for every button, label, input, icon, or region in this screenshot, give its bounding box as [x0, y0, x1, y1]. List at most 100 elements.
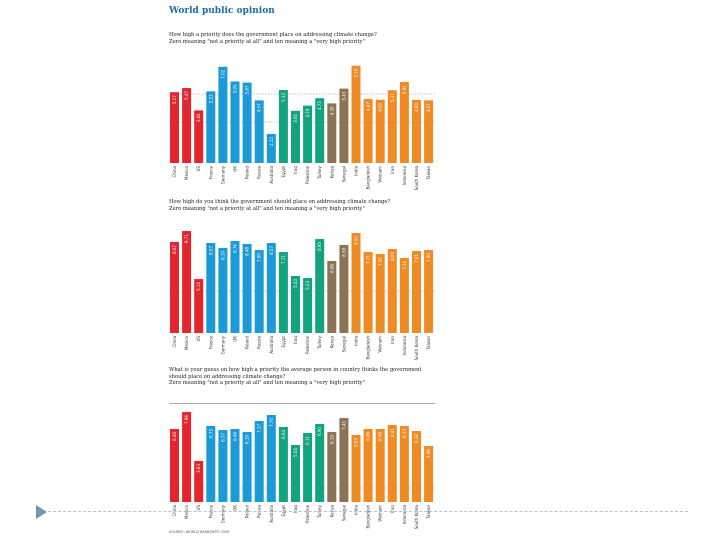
data-label: 8.67 [172, 245, 177, 254]
bar-mexico [182, 88, 192, 163]
category-label: Bangladesh [366, 166, 371, 190]
chart-1-title: How high a priority does the government … [169, 32, 377, 38]
data-label: 6.46 [172, 432, 177, 441]
category-label: Iraq [293, 505, 298, 513]
category-label: Bangladesh [366, 336, 371, 360]
category-label: India [354, 335, 359, 345]
data-label: 4.60 [414, 103, 419, 112]
bar-australia [266, 133, 276, 163]
bar-india [351, 65, 361, 163]
data-label: 5.23 [208, 94, 213, 103]
category-label: Australia [269, 165, 274, 183]
bar-south-korea [412, 99, 421, 163]
category-label: China [172, 165, 177, 177]
bar-senegal [339, 418, 349, 502]
bar-palestine [303, 277, 313, 333]
data-label: 9.71 [184, 234, 189, 243]
data-label: 4.57 [426, 103, 431, 112]
data-label: 6.86 [329, 264, 334, 273]
bar-vietnam [375, 254, 385, 333]
data-label: 4.35 [329, 106, 334, 115]
data-label: 8.76 [233, 244, 238, 253]
category-label: Mexico [184, 165, 189, 180]
slide-bullet-triangle-icon [36, 505, 47, 519]
chart-2-title: How high do you think the government sho… [169, 199, 391, 205]
data-label: 6.64 [281, 430, 286, 439]
bar-france [206, 91, 216, 163]
bar-vietnam [375, 429, 385, 502]
data-label: 2.12 [269, 137, 274, 146]
data-label: 6.28 [414, 434, 419, 443]
category-label: Senegal [341, 505, 346, 521]
data-label: 9.52 [354, 236, 359, 245]
data-label: 4.57 [257, 103, 262, 112]
bar-iraq [291, 275, 300, 333]
bar-senegal [339, 88, 349, 163]
data-label: 3.63 [196, 464, 201, 473]
chart-1-subtitle: Zero meaning "not a priority at all" and… [169, 38, 365, 45]
bar-china [170, 429, 179, 502]
data-label: 7.70 [269, 418, 274, 427]
category-label: Bangladesh [366, 505, 371, 529]
category-label: Indonesia [402, 165, 407, 185]
data-label: 7.14 [402, 261, 407, 270]
bar-germany [218, 247, 228, 333]
data-label: 4.96 [426, 448, 431, 457]
category-label: Germany [220, 165, 225, 184]
data-label: 6.37 [220, 433, 225, 442]
bar-mexico [182, 412, 192, 502]
data-label: 8.38 [341, 248, 346, 257]
category-label: US [196, 505, 201, 511]
category-label: Senegal [341, 166, 346, 182]
category-label: China [172, 335, 177, 347]
data-label: 8.95 [317, 242, 322, 251]
category-label: Russia [257, 335, 262, 348]
bar-poland [242, 82, 252, 163]
data-label: 5.91 [402, 85, 407, 94]
bar-india [351, 233, 361, 333]
category-label: Vietnam [378, 505, 383, 522]
category-label: Australia [269, 504, 274, 522]
data-label: 7.17 [257, 424, 262, 433]
page-heading: World public opinion [169, 6, 275, 16]
category-label: South Korea [414, 504, 419, 529]
bar-uk [230, 241, 240, 333]
bar-kenya [327, 432, 337, 502]
category-label: Iran [390, 336, 395, 344]
data-label: 4.73 [317, 101, 322, 110]
category-label: Vietnam [378, 166, 383, 183]
category-label: Germany [220, 504, 225, 523]
bar-uk [230, 429, 240, 502]
bar-us [194, 279, 204, 333]
category-label: China [172, 504, 177, 516]
bar-bangladesh [363, 429, 373, 502]
bar-taiwan [424, 445, 434, 502]
category-label: Indonesia [402, 335, 407, 355]
data-label: 4.67 [366, 102, 371, 111]
data-label: 5.14 [196, 282, 201, 291]
bar-iraq [291, 445, 300, 502]
chart-2-question: How high do you think the government sho… [169, 199, 439, 212]
category-label: Iran [390, 166, 395, 174]
data-label: 8.10 [220, 250, 225, 259]
bar-turkey [315, 424, 325, 502]
bar-turkey [315, 239, 325, 333]
bar-turkey [315, 98, 325, 163]
chart-1: 5.17 China 5.47 Mexico 3.84 US 5.23 France 7.02 G… [169, 65, 435, 190]
chart-3-divider [169, 403, 435, 404]
bar-taiwan [424, 250, 434, 333]
category-label: Palestine [305, 335, 310, 354]
data-label: 6.46 [366, 432, 371, 441]
bar-taiwan [424, 100, 434, 163]
category-label: Kenya [329, 504, 334, 517]
category-label: Iran [390, 505, 395, 513]
data-label: 6.90 [317, 427, 322, 436]
bar-south-korea [412, 250, 421, 333]
bar-indonesia [399, 258, 409, 333]
category-label: India [354, 504, 359, 514]
category-label: Egypt [281, 336, 286, 348]
category-label: Australia [269, 335, 274, 353]
bar-uk [230, 81, 240, 163]
bar-mexico [182, 231, 192, 333]
bar-france [206, 243, 216, 333]
